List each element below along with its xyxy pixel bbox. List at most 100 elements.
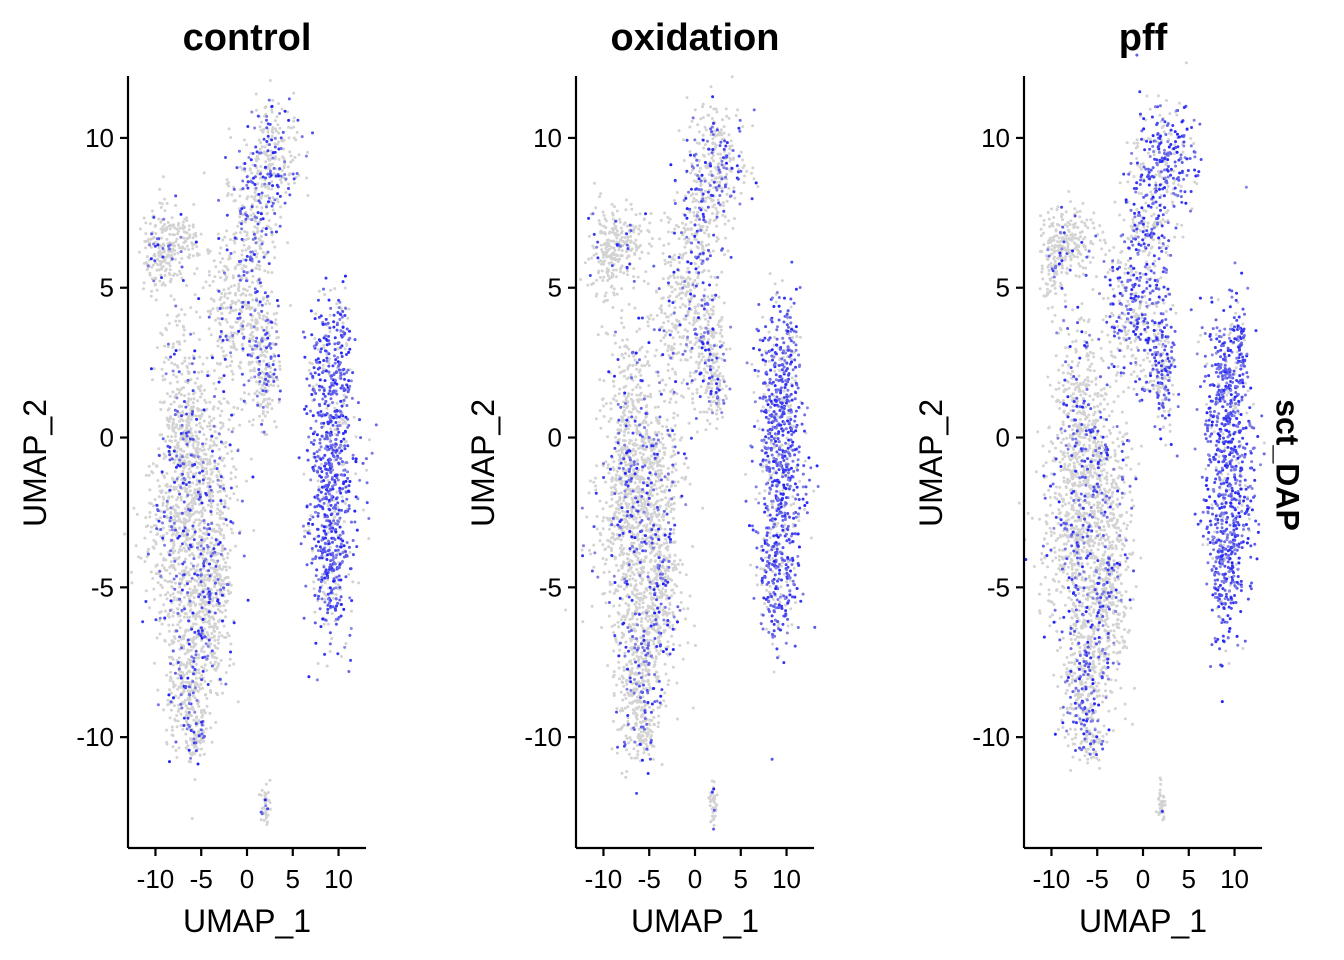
cell-point-expressing [184, 684, 188, 688]
cell-point [228, 291, 232, 295]
cell-point [172, 223, 176, 227]
cell-point [264, 810, 268, 814]
cell-point [205, 536, 209, 540]
cell-point [232, 662, 236, 666]
cell-point-expressing [267, 374, 271, 378]
cell-point-expressing [268, 342, 272, 346]
cell-point [613, 232, 617, 236]
cell-point [611, 213, 615, 217]
cell-point-expressing [330, 498, 334, 502]
cell-point [721, 200, 725, 204]
cell-point [265, 202, 269, 206]
cell-point [200, 715, 204, 719]
cell-point-expressing [171, 649, 175, 653]
cell-point [224, 608, 228, 612]
cell-point-expressing [358, 418, 362, 422]
cell-point-expressing [193, 349, 197, 353]
cell-point-expressing [155, 527, 159, 531]
cell-point-expressing [317, 448, 321, 452]
cell-point-expressing [329, 306, 333, 310]
cell-point [745, 169, 749, 173]
cell-point [181, 223, 185, 227]
cell-point [218, 567, 222, 571]
cell-point-expressing [321, 507, 325, 511]
cell-point-expressing [209, 554, 213, 558]
cell-point [181, 410, 185, 414]
cell-point [179, 520, 183, 524]
cell-point [193, 293, 197, 297]
cell-point-expressing [169, 516, 173, 520]
y-axis-label: UMAP_2 [17, 399, 53, 527]
cell-point [709, 275, 713, 279]
cell-point-expressing [328, 642, 332, 646]
cell-point-expressing [349, 379, 353, 383]
cell-point [216, 503, 220, 507]
cell-point [722, 125, 726, 129]
cell-point [293, 155, 297, 159]
cell-point [201, 598, 205, 602]
cell-point [705, 225, 709, 229]
y-tick-label: -5 [91, 572, 114, 602]
cell-point-expressing [242, 270, 246, 274]
cell-point [215, 588, 219, 592]
cell-point-expressing [275, 183, 279, 187]
cell-point-expressing [170, 538, 174, 542]
cell-point [583, 261, 587, 265]
cell-point [661, 277, 665, 281]
cell-point-expressing [320, 414, 324, 418]
cell-point [181, 727, 185, 731]
cell-point [176, 223, 180, 227]
cell-point [683, 230, 687, 234]
cell-point [259, 234, 263, 238]
cell-point [173, 362, 177, 366]
cell-point [713, 275, 717, 279]
cell-point [176, 387, 180, 391]
cell-point [342, 393, 346, 397]
cell-point [249, 326, 253, 330]
cell-point-expressing [338, 424, 342, 428]
cell-point [258, 238, 262, 242]
cell-point-expressing [210, 356, 214, 360]
cell-point-expressing [255, 290, 259, 294]
cell-point [287, 136, 291, 140]
cell-point [253, 347, 257, 351]
cell-point-expressing [242, 399, 246, 403]
cell-point [248, 337, 252, 341]
cell-point [216, 638, 220, 642]
cell-point [169, 593, 173, 597]
cell-point-expressing [186, 676, 190, 680]
cell-point [357, 581, 361, 585]
cell-point [244, 248, 248, 252]
cell-point [179, 272, 183, 276]
cell-point [174, 487, 178, 491]
cell-point [286, 110, 290, 114]
cell-point [701, 153, 705, 157]
cell-point [163, 209, 167, 213]
cell-point [317, 289, 321, 293]
cell-point [316, 479, 320, 483]
cell-point-expressing [159, 527, 163, 531]
cell-point-expressing [214, 538, 218, 542]
cell-point [202, 537, 206, 541]
cell-point-expressing [336, 548, 340, 552]
cell-point-expressing [343, 447, 347, 451]
cell-point [167, 629, 171, 633]
cell-point-expressing [283, 172, 287, 176]
cell-point-expressing [345, 353, 349, 357]
cell-point-expressing [340, 508, 344, 512]
cell-point [273, 119, 277, 123]
cell-point [177, 656, 181, 660]
cell-point-expressing [187, 685, 191, 689]
cell-point-expressing [340, 355, 344, 359]
cell-point-expressing [327, 447, 331, 451]
cell-point-expressing [219, 475, 223, 479]
cell-point [714, 107, 718, 111]
cell-point [157, 484, 161, 488]
cell-point [173, 717, 177, 721]
cell-point [249, 333, 253, 337]
cell-point-expressing [148, 243, 152, 247]
cell-point [183, 339, 187, 343]
cell-point-expressing [260, 339, 264, 343]
cell-point-expressing [193, 630, 197, 634]
cell-point [165, 568, 169, 572]
